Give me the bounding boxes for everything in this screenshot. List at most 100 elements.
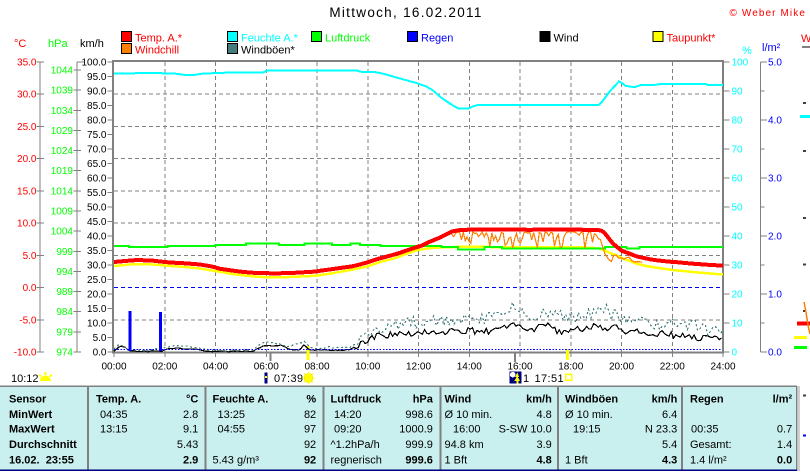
svg-text:1.0: 1.0 [768,290,782,301]
svg-text:1 Bft: 1 Bft [565,455,588,467]
svg-text:14:20: 14:20 [334,409,362,421]
svg-text:70: 70 [732,145,744,156]
svg-text:9.1: 9.1 [183,424,198,436]
svg-text:22:00: 22:00 [660,362,685,373]
svg-text:3.0: 3.0 [768,174,782,185]
svg-text:5.43 g/m³: 5.43 g/m³ [213,455,260,467]
svg-text:1004: 1004 [51,227,74,238]
svg-text:1014: 1014 [51,186,74,197]
svg-text:N 23.3: N 23.3 [645,424,677,436]
svg-text:1044: 1044 [51,66,74,77]
svg-text:S-SW 10.0: S-SW 10.0 [499,424,552,436]
svg-text:50: 50 [732,203,744,214]
svg-text:13:15: 13:15 [100,424,128,436]
svg-text:W: W [801,33,810,45]
svg-text:16:00: 16:00 [453,424,481,436]
svg-text:1019: 1019 [51,166,74,177]
svg-text:hPa: hPa [48,38,68,50]
svg-text:16:00: 16:00 [507,362,532,373]
svg-text:^1.2hPa/h: ^1.2hPa/h [331,439,380,451]
svg-text:55.0: 55.0 [87,188,107,199]
svg-text:25.0: 25.0 [17,122,37,133]
svg-text:4.3: 4.3 [662,455,677,467]
svg-text:82: 82 [304,409,316,421]
svg-text:94.8 km: 94.8 km [445,439,484,451]
svg-text:%: % [306,394,316,406]
svg-text:1029: 1029 [51,126,74,137]
svg-text:Wind: Wind [554,33,579,45]
svg-text:1034: 1034 [51,106,74,117]
svg-text:20.0: 20.0 [17,154,37,165]
svg-text:30.0: 30.0 [17,90,37,101]
svg-text:Temp. A.*: Temp. A.* [135,33,183,45]
svg-text:1.4 l/m²: 1.4 l/m² [690,455,727,467]
svg-text:2.0: 2.0 [768,232,782,243]
svg-text:60: 60 [732,174,744,185]
svg-text:Windböen*: Windböen* [241,45,296,57]
svg-text:km/h: km/h [80,38,104,50]
svg-text:994: 994 [56,267,73,278]
svg-text:45.0: 45.0 [87,217,107,228]
svg-text:Gesamt:: Gesamt: [690,439,732,451]
svg-text:100.0: 100.0 [81,58,106,69]
svg-text:97: 97 [304,424,316,436]
svg-text:999: 999 [56,247,73,258]
svg-text:© Weber Mike: © Weber Mike [729,8,806,19]
svg-text:17:51: 17:51 [535,373,565,385]
svg-text:15.0: 15.0 [87,304,107,315]
svg-text:10.0: 10.0 [87,319,107,330]
svg-text:08:00: 08:00 [304,362,329,373]
svg-text:10.0: 10.0 [17,219,37,230]
svg-text:Windchill: Windchill [135,45,179,57]
svg-text:0: 0 [732,348,738,359]
svg-text:19:15: 19:15 [573,424,601,436]
svg-text:regnerisch: regnerisch [331,455,382,467]
svg-text:25.0: 25.0 [87,275,107,286]
svg-text:12:00: 12:00 [406,362,431,373]
svg-text:16.02. 23:55: 16.02. 23:55 [9,455,74,467]
svg-text:5.0: 5.0 [93,333,107,344]
svg-text:40: 40 [732,232,744,243]
svg-text:MaxWert: MaxWert [9,424,55,436]
svg-text:2.9: 2.9 [183,455,198,467]
svg-text:50.0: 50.0 [87,203,107,214]
svg-text:70.0: 70.0 [87,145,107,156]
svg-text:00:00: 00:00 [101,362,126,373]
svg-text:974: 974 [56,348,73,359]
svg-text:80.0: 80.0 [87,116,107,127]
svg-text:92: 92 [304,439,316,451]
svg-text:Temp. A.: Temp. A. [96,394,141,406]
svg-text:4.0: 4.0 [768,116,782,127]
svg-text:95.0: 95.0 [87,72,107,83]
svg-text:65.0: 65.0 [87,159,107,170]
svg-text:-10.0: -10.0 [14,347,37,358]
svg-text:Feuchte A.*: Feuchte A.* [241,33,299,45]
svg-text:1 Bft: 1 Bft [445,455,468,467]
svg-text:5.0: 5.0 [23,251,37,262]
svg-text:5.0: 5.0 [768,58,782,69]
svg-text:02:00: 02:00 [152,362,177,373]
svg-text:3.9: 3.9 [537,439,552,451]
svg-text:09:20: 09:20 [334,424,362,436]
svg-text:80: 80 [732,116,744,127]
svg-text:Luftdruck: Luftdruck [331,394,383,406]
svg-text:13:25: 13:25 [218,409,246,421]
svg-text:1009: 1009 [51,207,74,218]
svg-text:Taupunkt*: Taupunkt* [667,33,717,45]
svg-text:20:00: 20:00 [609,362,634,373]
svg-text:30.0: 30.0 [87,261,107,272]
svg-text:1000.9: 1000.9 [399,424,433,436]
svg-text:Sensor: Sensor [9,394,47,406]
svg-text:Ø 10 min.: Ø 10 min. [445,409,493,421]
svg-text:Windböen: Windböen [565,394,618,406]
svg-text:4.8: 4.8 [537,409,552,421]
svg-text:Regen: Regen [690,394,724,406]
svg-text:Feuchte A.: Feuchte A. [213,394,269,406]
svg-text:0.0: 0.0 [93,348,107,359]
svg-text:90.0: 90.0 [87,87,107,98]
svg-text:5.43: 5.43 [177,439,198,451]
svg-text:999.6: 999.6 [405,455,433,467]
svg-text:l/m²: l/m² [773,394,793,406]
svg-text:35.0: 35.0 [87,246,107,257]
svg-text:0.0: 0.0 [23,283,37,294]
